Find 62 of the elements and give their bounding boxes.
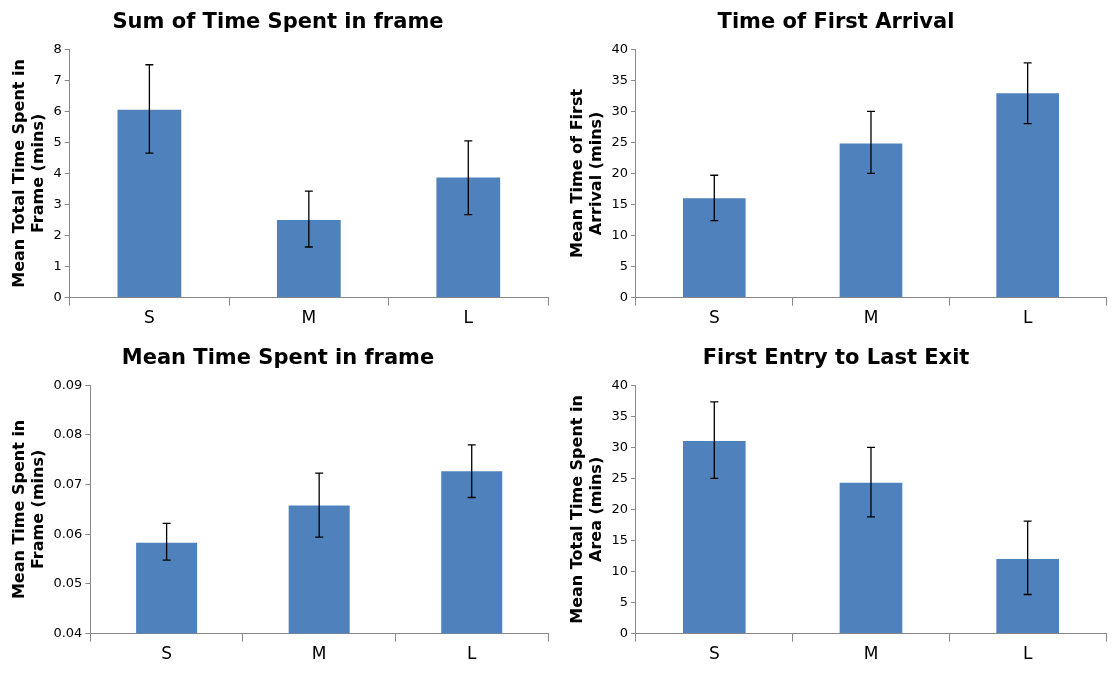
chart-title: Mean Time Spent in frame xyxy=(121,345,435,370)
bar xyxy=(839,482,903,634)
y-tick-label: 20 xyxy=(611,164,628,180)
bar xyxy=(436,177,501,298)
y-tick-label: 5 xyxy=(619,593,628,609)
x-tick-label: M xyxy=(863,643,879,664)
y-axis-title: Mean Total Time Spent in Frame (mins) xyxy=(8,59,47,288)
y-tick-label: 40 xyxy=(611,376,628,392)
y-axis-title: Mean Time of First Arrival (mins) xyxy=(566,88,605,258)
y-tick-label: 4 xyxy=(53,164,62,180)
y-tick-label: 30 xyxy=(611,102,628,118)
y-tick-label: 10 xyxy=(611,562,628,578)
y-tick-label: 5 xyxy=(619,257,628,273)
x-tick-label: S xyxy=(161,643,173,664)
x-tick-label: S xyxy=(143,307,155,328)
chart-title: First Entry to Last Exit xyxy=(702,345,970,370)
bar xyxy=(996,559,1059,634)
bar xyxy=(996,93,1059,298)
y-tick-label: 5 xyxy=(53,133,62,149)
y-tick-label: 6 xyxy=(53,102,62,118)
y-tick-label: 0.04 xyxy=(53,624,83,640)
y-tick-label: 0.05 xyxy=(53,575,83,591)
chart-title: Sum of Time Spent in frame xyxy=(112,9,444,34)
y-tick-label: 7 xyxy=(53,71,62,87)
y-tick-label: 40 xyxy=(611,40,628,56)
y-axis-title: Mean Total Time Spent in Area (mins) xyxy=(566,395,605,624)
y-axis-title: Mean Time Spent in Frame (mins) xyxy=(8,419,47,600)
bar xyxy=(276,219,341,298)
chart-title: Time of First Arrival xyxy=(717,9,955,34)
x-tick-label: M xyxy=(311,643,327,664)
x-tick-label: L xyxy=(1022,643,1033,664)
y-tick-label: 0.07 xyxy=(53,475,83,491)
y-tick-label: 0 xyxy=(619,288,628,304)
y-tick-label: 0.09 xyxy=(53,376,83,392)
y-tick-label: 25 xyxy=(611,469,628,485)
y-tick-label: 2 xyxy=(53,226,62,242)
x-tick-label: L xyxy=(466,643,477,664)
x-tick-label: L xyxy=(463,307,474,328)
bar xyxy=(117,109,182,298)
x-tick-label: M xyxy=(863,307,879,328)
y-tick-label: 0 xyxy=(619,624,628,640)
y-tick-label: 15 xyxy=(611,531,628,547)
y-tick-label: 35 xyxy=(611,407,628,423)
x-tick-label: S xyxy=(708,643,720,664)
y-tick-label: 3 xyxy=(53,195,62,211)
y-tick-label: 20 xyxy=(611,500,628,516)
y-tick-label: 0.06 xyxy=(53,525,83,541)
x-tick-label: M xyxy=(301,307,317,328)
y-tick-label: 0 xyxy=(53,288,62,304)
y-tick-label: 25 xyxy=(611,133,628,149)
y-tick-label: 30 xyxy=(611,438,628,454)
y-tick-label: 8 xyxy=(53,40,62,56)
x-tick-label: S xyxy=(708,307,720,328)
bar xyxy=(839,143,903,298)
bar xyxy=(682,198,746,298)
y-tick-label: 10 xyxy=(611,226,628,242)
bar xyxy=(682,441,746,634)
x-tick-label: L xyxy=(1022,307,1033,328)
y-tick-label: 35 xyxy=(611,71,628,87)
y-tick-label: 0.08 xyxy=(53,426,83,442)
y-tick-label: 15 xyxy=(611,195,628,211)
y-tick-label: 1 xyxy=(53,257,62,273)
